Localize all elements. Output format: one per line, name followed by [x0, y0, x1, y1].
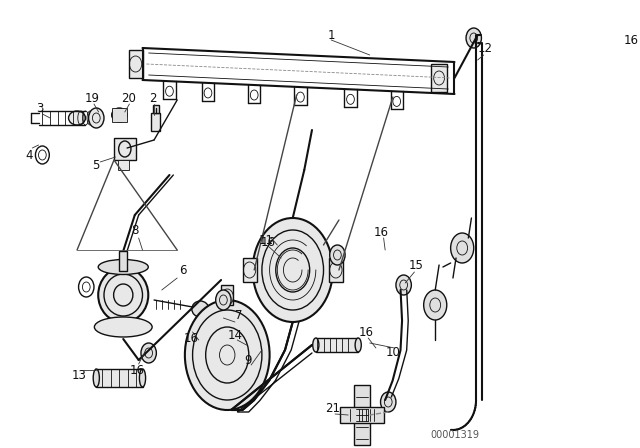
Ellipse shape	[93, 369, 99, 387]
Text: 8: 8	[131, 224, 138, 237]
Ellipse shape	[94, 317, 152, 337]
Text: 16: 16	[624, 34, 639, 47]
Text: 3: 3	[36, 102, 44, 115]
Text: 11: 11	[259, 233, 273, 246]
Ellipse shape	[313, 338, 319, 352]
Text: 13: 13	[72, 369, 87, 382]
Text: 12: 12	[478, 42, 493, 55]
Circle shape	[216, 290, 231, 310]
Bar	[340, 407, 383, 423]
Text: 16: 16	[130, 363, 145, 376]
Text: 16: 16	[359, 326, 374, 339]
Circle shape	[466, 28, 481, 48]
Bar	[431, 64, 447, 92]
Circle shape	[253, 218, 333, 322]
Circle shape	[396, 275, 412, 295]
Text: 19: 19	[85, 91, 100, 104]
Text: 16: 16	[260, 236, 276, 249]
Bar	[112, 108, 127, 122]
Circle shape	[381, 392, 396, 412]
Text: 16: 16	[184, 332, 198, 345]
Circle shape	[451, 233, 474, 263]
Text: 9: 9	[244, 353, 252, 366]
Ellipse shape	[68, 111, 86, 125]
Bar	[114, 138, 136, 160]
Circle shape	[185, 300, 269, 410]
Bar	[152, 105, 159, 113]
Text: 6: 6	[179, 263, 186, 276]
Text: 15: 15	[408, 258, 424, 271]
Bar	[316, 338, 358, 352]
Text: 14: 14	[227, 328, 243, 341]
Text: 7: 7	[235, 309, 243, 322]
Ellipse shape	[140, 369, 145, 387]
Text: 21: 21	[325, 401, 340, 414]
Circle shape	[330, 245, 345, 265]
Bar	[129, 50, 143, 78]
Circle shape	[141, 343, 156, 363]
Ellipse shape	[98, 259, 148, 275]
Ellipse shape	[98, 267, 148, 323]
Bar	[243, 258, 257, 282]
Text: 16: 16	[374, 225, 389, 238]
Bar	[221, 285, 234, 305]
Text: 5: 5	[92, 159, 99, 172]
Text: 2: 2	[148, 91, 156, 104]
Text: 10: 10	[385, 345, 400, 358]
Bar	[120, 251, 127, 271]
Text: 4: 4	[26, 148, 33, 161]
Text: 20: 20	[121, 91, 136, 104]
Bar	[329, 258, 343, 282]
Bar	[118, 160, 129, 170]
Ellipse shape	[355, 338, 361, 352]
Ellipse shape	[192, 301, 209, 317]
Circle shape	[424, 290, 447, 320]
Text: 00001319: 00001319	[430, 430, 479, 440]
Bar	[355, 385, 370, 445]
Ellipse shape	[112, 108, 127, 122]
Text: 1: 1	[328, 29, 335, 42]
Circle shape	[88, 108, 104, 128]
Bar	[96, 369, 143, 387]
Bar	[151, 113, 160, 131]
